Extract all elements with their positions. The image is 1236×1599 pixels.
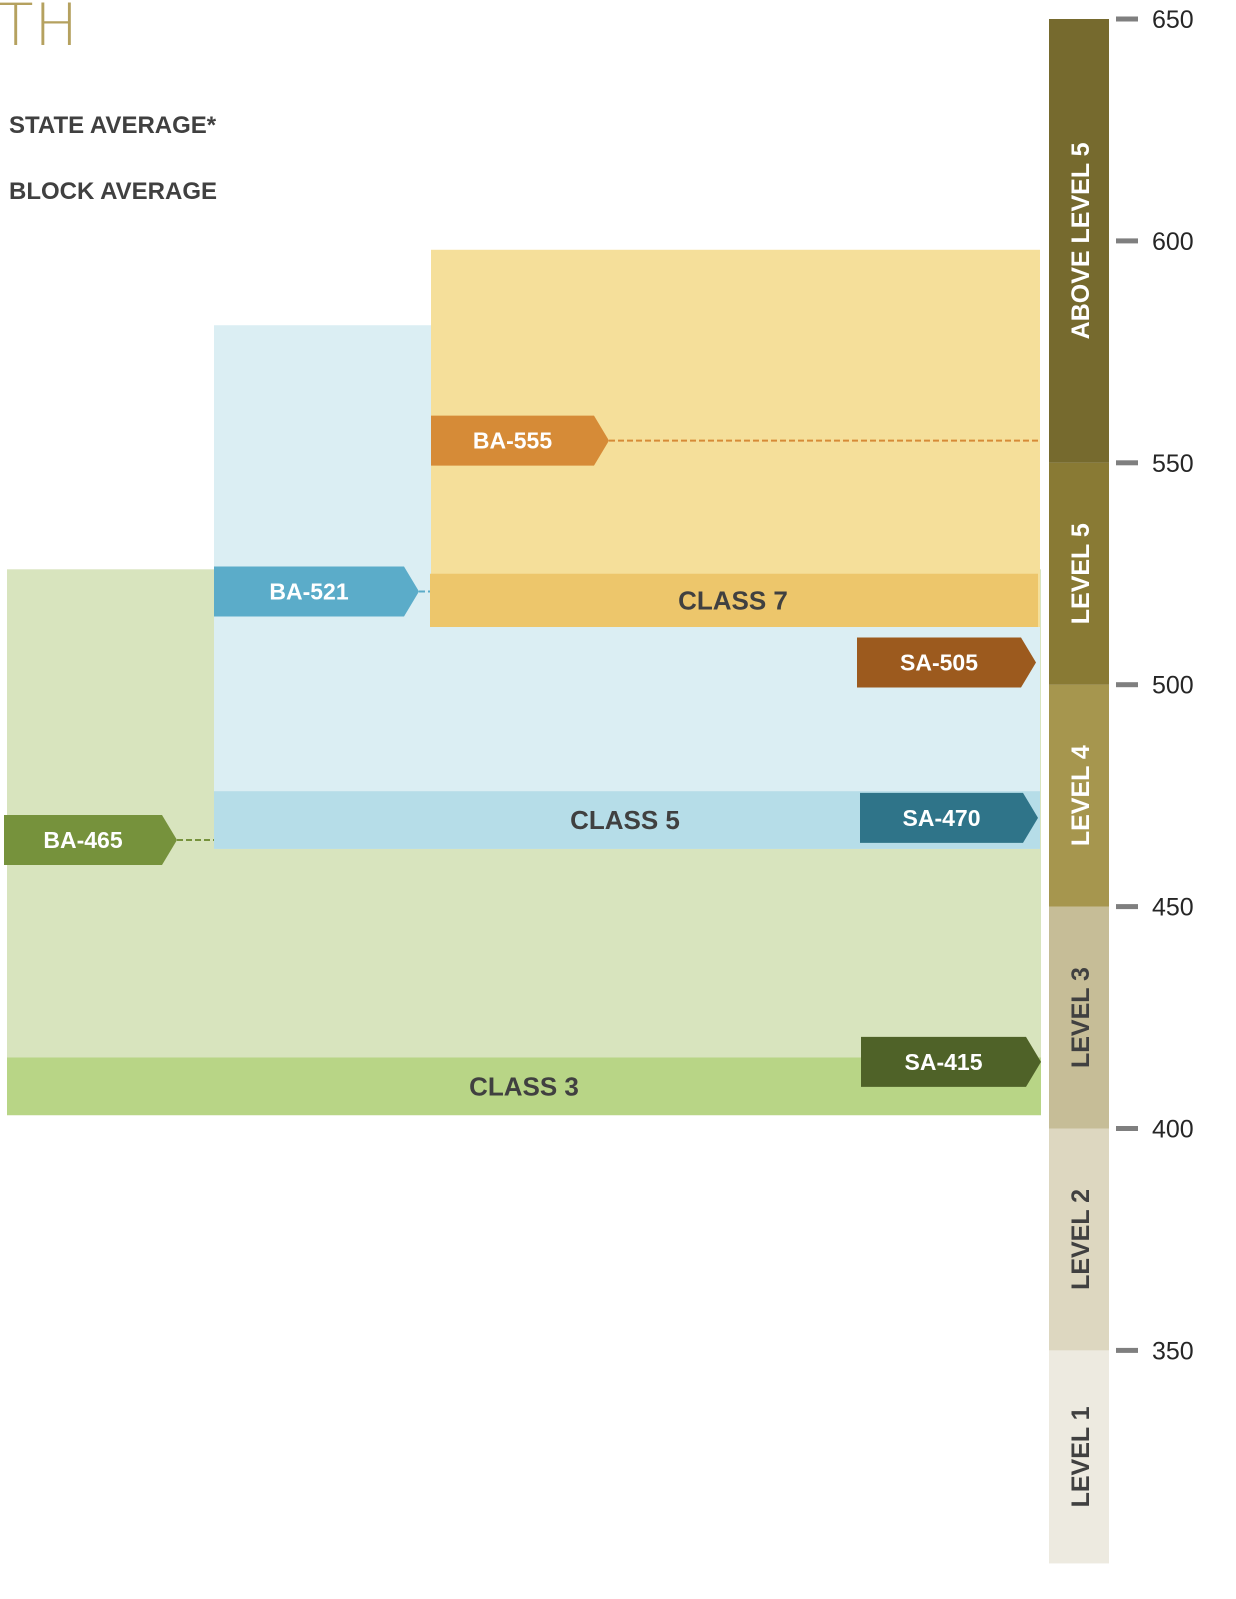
level-band: [1049, 1350, 1109, 1564]
state-average-tag-label: SA-470: [903, 805, 981, 831]
axis-tick: [1116, 460, 1138, 466]
axis-tick-label: 450: [1152, 894, 1194, 922]
level-label: LEVEL 3: [1067, 967, 1095, 1068]
page-title: TH: [0, 0, 80, 59]
axis-tick: [1116, 904, 1138, 910]
block-average-tag-label: BA-555: [473, 428, 552, 454]
class-label: CLASS 5: [570, 805, 680, 835]
block-average-tag-label: BA-521: [269, 579, 348, 605]
level-label: LEVEL 1: [1067, 1406, 1095, 1507]
axis-tick: [1116, 1126, 1138, 1131]
class-label: CLASS 3: [469, 1071, 579, 1101]
axis-tick: [1116, 16, 1138, 22]
level-band: [1049, 462, 1109, 685]
level-label: LEVEL 5: [1067, 523, 1095, 624]
axis-tick-label: 350: [1152, 1337, 1194, 1365]
level-label: LEVEL 2: [1067, 1189, 1095, 1290]
block-average-tag: [214, 566, 419, 617]
level-band: [1049, 19, 1109, 463]
axis-tick-label: 650: [1152, 6, 1194, 34]
axis-tick: [1116, 238, 1138, 244]
state-average-tag-label: SA-505: [900, 650, 978, 676]
axis-tick-label: 500: [1152, 672, 1194, 700]
level-band: [1049, 1128, 1109, 1351]
state-average-tag: [860, 792, 1038, 843]
level-band: [1049, 906, 1109, 1129]
class-label: CLASS 7: [678, 585, 788, 615]
axis-tick-label: 400: [1152, 1116, 1194, 1144]
block-average-tag: [431, 415, 609, 466]
block-average-tag: [4, 815, 177, 866]
state-average-tag: [861, 1036, 1041, 1087]
axis-tick: [1116, 682, 1138, 688]
state-average-tag-label: SA-415: [905, 1049, 983, 1075]
class-band: [430, 573, 1038, 628]
level-band: [1049, 684, 1109, 907]
axis-tick-label: 550: [1152, 450, 1194, 478]
axis-tick: [1116, 1347, 1138, 1353]
block-average-tag-label: BA-465: [43, 827, 122, 853]
legend-block-average: BLOCK AVERAGE: [9, 178, 218, 205]
legend-state-average: STATE AVERAGE*: [9, 112, 217, 139]
level-label: LEVEL 4: [1067, 745, 1095, 846]
axis-tick-label: 600: [1152, 228, 1194, 256]
state-average-tag: [857, 637, 1036, 688]
level-label: ABOVE LEVEL 5: [1067, 142, 1095, 339]
